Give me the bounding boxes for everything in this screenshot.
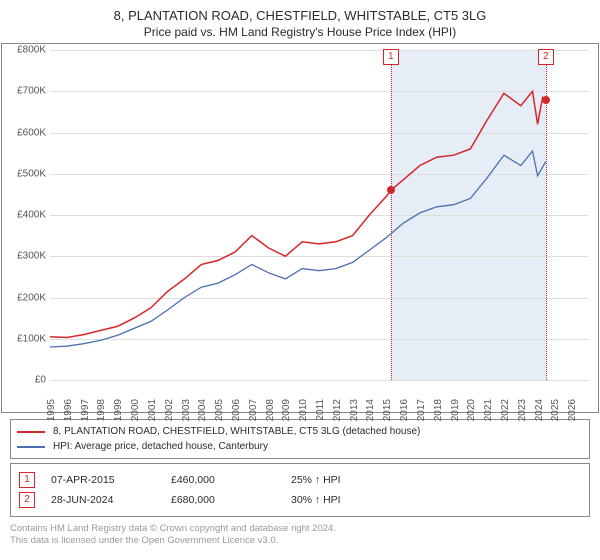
gridline (50, 380, 588, 381)
x-tick-label: 2007 (248, 399, 259, 421)
legend: 8, PLANTATION ROAD, CHESTFIELD, WHITSTAB… (10, 419, 590, 459)
x-tick-label: 1998 (96, 399, 107, 421)
legend-item-property: 8, PLANTATION ROAD, CHESTFIELD, WHITSTAB… (17, 424, 583, 439)
y-tick-label: £700K (2, 86, 46, 97)
event-row-1: 1 07-APR-2015 £460,000 25% ↑ HPI (19, 470, 581, 490)
x-tick-label: 2023 (517, 399, 528, 421)
chart-area: 12 £0£100K£200K£300K£400K£500K£600K£700K… (1, 43, 599, 413)
x-tick-label: 2015 (382, 399, 393, 421)
y-tick-label: £800K (2, 45, 46, 56)
event-delta-1: 25% ↑ HPI (291, 474, 411, 486)
x-tick-label: 2008 (265, 399, 276, 421)
footnote-line-1: Contains HM Land Registry data © Crown c… (10, 523, 590, 535)
x-tick-label: 2003 (181, 399, 192, 421)
x-tick-label: 2011 (315, 399, 326, 421)
y-tick-label: £400K (2, 210, 46, 221)
series-line (50, 91, 546, 337)
event-dot (542, 96, 550, 104)
x-tick-label: 2012 (332, 399, 343, 421)
x-tick-label: 2002 (164, 399, 175, 421)
footnote: Contains HM Land Registry data © Crown c… (10, 523, 590, 548)
y-tick-label: £300K (2, 251, 46, 262)
series-line (50, 151, 546, 347)
x-tick-label: 2006 (231, 399, 242, 421)
events-table: 1 07-APR-2015 £460,000 25% ↑ HPI 2 28-JU… (10, 463, 590, 517)
event-date-1: 07-APR-2015 (51, 474, 171, 486)
x-tick-label: 2022 (500, 399, 511, 421)
x-tick-label: 2014 (365, 399, 376, 421)
x-tick-label: 2025 (550, 399, 561, 421)
legend-label-hpi: HPI: Average price, detached house, Cant… (53, 441, 268, 452)
x-tick-label: 2016 (399, 399, 410, 421)
event-badge-1: 1 (19, 472, 35, 488)
event-marker: 2 (538, 49, 554, 65)
legend-swatch-property (17, 431, 45, 433)
plot-area: 12 (50, 50, 588, 380)
x-tick-label: 2017 (416, 399, 427, 421)
x-tick-label: 2020 (466, 399, 477, 421)
x-tick-label: 2005 (214, 399, 225, 421)
y-tick-label: £600K (2, 127, 46, 138)
event-row-2: 2 28-JUN-2024 £680,000 30% ↑ HPI (19, 490, 581, 510)
chart-container: 8, PLANTATION ROAD, CHESTFIELD, WHITSTAB… (0, 0, 600, 560)
x-tick-label: 1995 (46, 399, 57, 421)
event-delta-2: 30% ↑ HPI (291, 494, 411, 506)
chart-subtitle: Price paid vs. HM Land Registry's House … (0, 23, 600, 43)
y-tick-label: £100K (2, 333, 46, 344)
x-tick-label: 2024 (534, 399, 545, 421)
event-line (391, 50, 392, 380)
chart-title: 8, PLANTATION ROAD, CHESTFIELD, WHITSTAB… (0, 0, 600, 23)
x-tick-label: 2001 (147, 399, 158, 421)
legend-swatch-hpi (17, 446, 45, 448)
y-tick-label: £200K (2, 292, 46, 303)
x-tick-label: 2009 (281, 399, 292, 421)
y-tick-label: £0 (2, 375, 46, 386)
x-tick-label: 1999 (113, 399, 124, 421)
legend-item-hpi: HPI: Average price, detached house, Cant… (17, 439, 583, 454)
y-tick-label: £500K (2, 168, 46, 179)
event-price-1: £460,000 (171, 474, 291, 486)
x-tick-label: 2000 (130, 399, 141, 421)
x-tick-label: 1996 (63, 399, 74, 421)
footnote-line-2: This data is licensed under the Open Gov… (10, 535, 590, 547)
x-tick-label: 2026 (567, 399, 578, 421)
event-badge-2: 2 (19, 492, 35, 508)
x-tick-label: 1997 (80, 399, 91, 421)
x-tick-label: 2018 (433, 399, 444, 421)
x-tick-label: 2013 (349, 399, 360, 421)
x-tick-label: 2010 (298, 399, 309, 421)
lines-layer (50, 50, 588, 380)
event-marker: 1 (383, 49, 399, 65)
event-dot (387, 186, 395, 194)
x-tick-label: 2021 (483, 399, 494, 421)
x-tick-label: 2004 (197, 399, 208, 421)
x-tick-label: 2019 (450, 399, 461, 421)
event-date-2: 28-JUN-2024 (51, 494, 171, 506)
event-price-2: £680,000 (171, 494, 291, 506)
legend-label-property: 8, PLANTATION ROAD, CHESTFIELD, WHITSTAB… (53, 426, 420, 437)
